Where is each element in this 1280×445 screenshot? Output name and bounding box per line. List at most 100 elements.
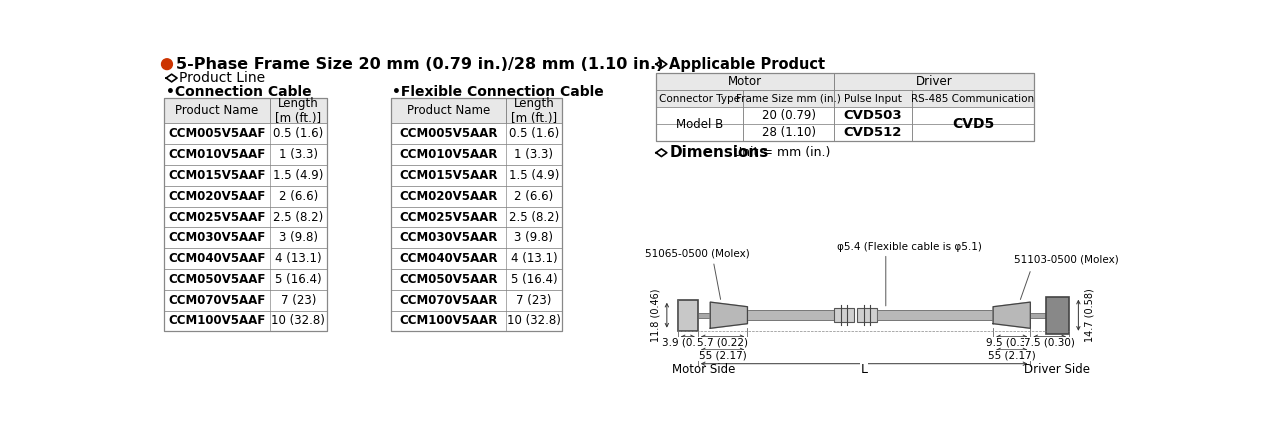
Text: Motor Side: Motor Side <box>672 363 735 376</box>
Text: 20 (0.79): 20 (0.79) <box>762 109 815 122</box>
Text: 0.5 (1.6): 0.5 (1.6) <box>509 127 559 140</box>
Bar <box>390 269 562 290</box>
Polygon shape <box>993 302 1030 328</box>
Text: 5 (16.4): 5 (16.4) <box>511 273 557 286</box>
Bar <box>748 310 835 320</box>
Bar <box>742 107 835 124</box>
Bar <box>164 311 326 332</box>
Bar <box>164 227 326 248</box>
Bar <box>835 124 911 141</box>
Text: 2 (6.6): 2 (6.6) <box>515 190 553 203</box>
Bar <box>835 107 911 124</box>
Text: Driver: Driver <box>916 75 952 89</box>
Text: CCM015V5AAR: CCM015V5AAR <box>399 169 498 182</box>
Text: 7 (23): 7 (23) <box>516 294 552 307</box>
Text: Dimensions: Dimensions <box>669 145 768 160</box>
Polygon shape <box>710 302 748 328</box>
Text: 11.8 (0.46): 11.8 (0.46) <box>652 288 660 342</box>
Bar <box>390 98 562 123</box>
Text: CCM050V5AAR: CCM050V5AAR <box>399 273 498 286</box>
Text: Length
[m (ft.)]: Length [m (ft.)] <box>511 97 557 125</box>
Text: φ5.4 (Flexible cable is φ5.1): φ5.4 (Flexible cable is φ5.1) <box>837 243 982 252</box>
Text: RS-485 Communication: RS-485 Communication <box>911 94 1034 104</box>
Text: CCM050V5AAF: CCM050V5AAF <box>168 273 266 286</box>
Bar <box>164 248 326 269</box>
Text: 5 (16.4): 5 (16.4) <box>275 273 321 286</box>
Text: 0.5 (1.6): 0.5 (1.6) <box>273 127 324 140</box>
Text: •Connection Cable: •Connection Cable <box>166 85 312 99</box>
Text: 28 (1.10): 28 (1.10) <box>762 126 815 139</box>
Text: 4 (13.1): 4 (13.1) <box>275 252 321 265</box>
Bar <box>835 90 911 107</box>
Bar <box>877 310 993 320</box>
Bar <box>911 124 1034 141</box>
Text: Driver Side: Driver Side <box>1024 363 1091 376</box>
Bar <box>657 73 1034 141</box>
Bar <box>164 98 326 332</box>
Text: CVD503: CVD503 <box>844 109 902 122</box>
Bar <box>164 269 326 290</box>
Text: CCM025V5AAF: CCM025V5AAF <box>168 210 266 223</box>
Bar <box>698 313 710 318</box>
Text: CVD512: CVD512 <box>844 126 902 139</box>
Text: 10 (32.8): 10 (32.8) <box>271 315 325 328</box>
Bar <box>164 144 326 165</box>
Bar <box>390 227 562 248</box>
Text: CCM025V5AAR: CCM025V5AAR <box>399 210 498 223</box>
Text: 7.5 (0.30): 7.5 (0.30) <box>1024 337 1075 347</box>
Bar <box>390 311 562 332</box>
Text: 1.5 (4.9): 1.5 (4.9) <box>273 169 324 182</box>
Bar <box>742 90 835 107</box>
Text: CCM040V5AAR: CCM040V5AAR <box>399 252 498 265</box>
Text: CCM005V5AAF: CCM005V5AAF <box>168 127 266 140</box>
Text: 55 (2.17): 55 (2.17) <box>988 350 1036 360</box>
Text: Unit = mm (in.): Unit = mm (in.) <box>732 146 831 159</box>
Text: CCM030V5AAR: CCM030V5AAR <box>399 231 498 244</box>
Bar <box>835 73 1034 90</box>
Bar <box>390 186 562 206</box>
Text: CCM040V5AAF: CCM040V5AAF <box>168 252 266 265</box>
Text: CCM010V5AAF: CCM010V5AAF <box>169 148 265 161</box>
Text: 10 (32.8): 10 (32.8) <box>507 315 561 328</box>
Bar <box>390 165 562 186</box>
Text: CCM005V5AAR: CCM005V5AAR <box>399 127 498 140</box>
Text: •Flexible Connection Cable: •Flexible Connection Cable <box>393 85 604 99</box>
Bar <box>390 248 562 269</box>
Bar <box>164 165 326 186</box>
Bar <box>856 308 877 322</box>
Text: Frame Size mm (in.): Frame Size mm (in.) <box>736 94 841 104</box>
Text: 2.5 (8.2): 2.5 (8.2) <box>509 210 559 223</box>
Text: 55 (2.17): 55 (2.17) <box>699 350 746 360</box>
Bar <box>164 206 326 227</box>
Text: CCM020V5AAR: CCM020V5AAR <box>399 190 498 203</box>
Text: Product Name: Product Name <box>175 104 259 117</box>
Bar <box>835 308 855 322</box>
Bar <box>164 123 326 144</box>
Text: CCM015V5AAF: CCM015V5AAF <box>168 169 266 182</box>
Text: Model B: Model B <box>676 118 723 131</box>
Bar <box>390 206 562 227</box>
Text: Product Line: Product Line <box>179 71 265 85</box>
Bar <box>657 90 742 107</box>
Text: 14.7 (0.58): 14.7 (0.58) <box>1084 288 1094 342</box>
Bar <box>164 186 326 206</box>
Text: 1.5 (4.9): 1.5 (4.9) <box>508 169 559 182</box>
Bar <box>1030 313 1046 318</box>
Text: CCM070V5AAF: CCM070V5AAF <box>169 294 265 307</box>
Text: CCM100V5AAF: CCM100V5AAF <box>169 315 265 328</box>
Text: 9.5 (0.37): 9.5 (0.37) <box>986 337 1037 347</box>
Bar <box>390 98 562 332</box>
Bar <box>911 90 1034 107</box>
Bar <box>742 124 835 141</box>
Text: Connector Type: Connector Type <box>659 94 740 104</box>
Text: 5-Phase Frame Size 20 mm (0.79 in.)/28 mm (1.10 in.): 5-Phase Frame Size 20 mm (0.79 in.)/28 m… <box>177 57 663 72</box>
Text: Product Name: Product Name <box>407 104 490 117</box>
Text: 4 (13.1): 4 (13.1) <box>511 252 557 265</box>
Text: 51065-0500 (Molex): 51065-0500 (Molex) <box>645 249 750 259</box>
Bar <box>164 290 326 311</box>
Text: CVD5: CVD5 <box>952 117 995 131</box>
Text: Length
[m (ft.)]: Length [m (ft.)] <box>275 97 321 125</box>
Text: 5.7 (0.22): 5.7 (0.22) <box>698 337 748 347</box>
Bar <box>911 107 1034 124</box>
Text: 3.9 (0.15): 3.9 (0.15) <box>662 337 713 347</box>
